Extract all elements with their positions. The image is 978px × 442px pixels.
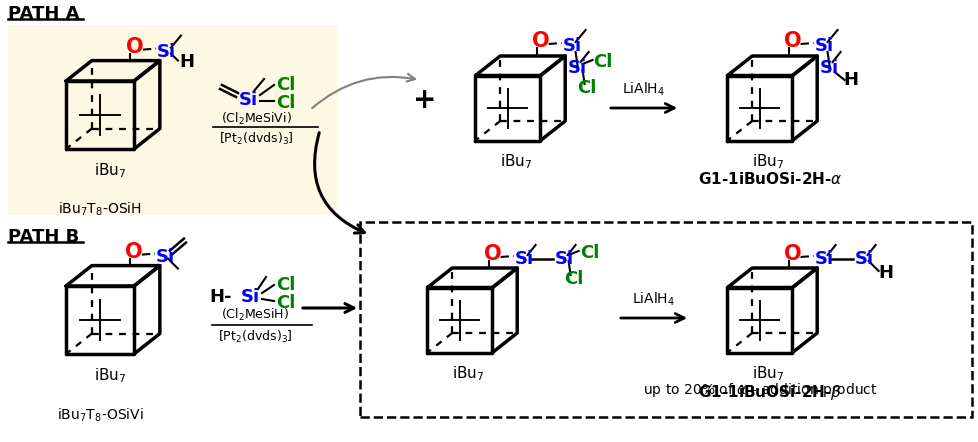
Text: LiAlH$_4$: LiAlH$_4$	[622, 80, 665, 98]
Text: [Pt$_2$(dvds)$_3$]: [Pt$_2$(dvds)$_3$]	[217, 329, 292, 345]
Text: Cl: Cl	[564, 270, 584, 288]
Text: Si: Si	[554, 250, 573, 268]
Text: iBu$_7$: iBu$_7$	[751, 365, 783, 383]
Text: Cl: Cl	[276, 94, 295, 112]
Text: Si: Si	[514, 250, 533, 268]
Text: Si: Si	[241, 288, 259, 306]
Text: [Pt$_2$(dvds)$_3$]: [Pt$_2$(dvds)$_3$]	[218, 131, 293, 147]
Text: Cl: Cl	[593, 53, 612, 71]
Text: iBu$_7$T$_8$-OSiVi: iBu$_7$T$_8$-OSiVi	[57, 407, 143, 424]
Text: Cl: Cl	[580, 244, 600, 262]
Text: Si: Si	[819, 59, 838, 77]
Text: Si: Si	[814, 250, 833, 268]
Text: O: O	[531, 31, 549, 51]
Text: up to 20% of $\alpha$ – addition product: up to 20% of $\alpha$ – addition product	[642, 381, 876, 399]
Text: O: O	[125, 242, 143, 262]
Text: Cl: Cl	[577, 79, 597, 97]
FancyArrowPatch shape	[312, 74, 415, 108]
Text: Si: Si	[562, 37, 581, 55]
Text: (Cl$_2$MeSiVi): (Cl$_2$MeSiVi)	[220, 111, 291, 127]
Text: Si: Si	[156, 248, 175, 266]
Text: iBu$_7$: iBu$_7$	[94, 161, 126, 180]
Text: iBu$_7$T$_8$-OSiH: iBu$_7$T$_8$-OSiH	[58, 201, 142, 218]
FancyBboxPatch shape	[8, 25, 337, 215]
Text: G1-1iBuOSi-2H-$\alpha$: G1-1iBuOSi-2H-$\alpha$	[697, 171, 841, 187]
Text: Cl: Cl	[276, 76, 295, 94]
Text: iBu$_7$: iBu$_7$	[451, 365, 484, 383]
Text: PATH A: PATH A	[8, 5, 79, 23]
Text: +: +	[413, 86, 436, 114]
Text: H: H	[179, 53, 194, 71]
Text: O: O	[483, 244, 501, 264]
Text: LiAlH$_4$: LiAlH$_4$	[632, 290, 675, 308]
Text: Cl: Cl	[276, 294, 295, 312]
FancyBboxPatch shape	[360, 222, 971, 417]
Text: iBu$_7$: iBu$_7$	[500, 152, 532, 171]
Text: O: O	[783, 244, 801, 264]
Text: (Cl$_2$MeSiH): (Cl$_2$MeSiH)	[221, 307, 289, 323]
Text: Si: Si	[854, 250, 872, 268]
Text: G1-1iBuOSi-2H-$\beta$: G1-1iBuOSi-2H-$\beta$	[697, 382, 841, 401]
Text: iBu$_7$: iBu$_7$	[751, 152, 783, 171]
Text: H-: H-	[209, 288, 232, 306]
Text: H: H	[877, 264, 893, 282]
Text: Si: Si	[814, 37, 833, 55]
Text: Si: Si	[239, 91, 257, 109]
Text: O: O	[126, 37, 144, 57]
Text: H: H	[843, 71, 858, 89]
Text: Si: Si	[156, 42, 176, 61]
Text: PATH B: PATH B	[8, 228, 79, 246]
FancyArrowPatch shape	[314, 133, 364, 233]
Text: Cl: Cl	[276, 276, 295, 294]
Text: iBu$_7$: iBu$_7$	[94, 366, 126, 385]
Text: O: O	[783, 31, 801, 51]
Text: Si: Si	[567, 59, 586, 77]
